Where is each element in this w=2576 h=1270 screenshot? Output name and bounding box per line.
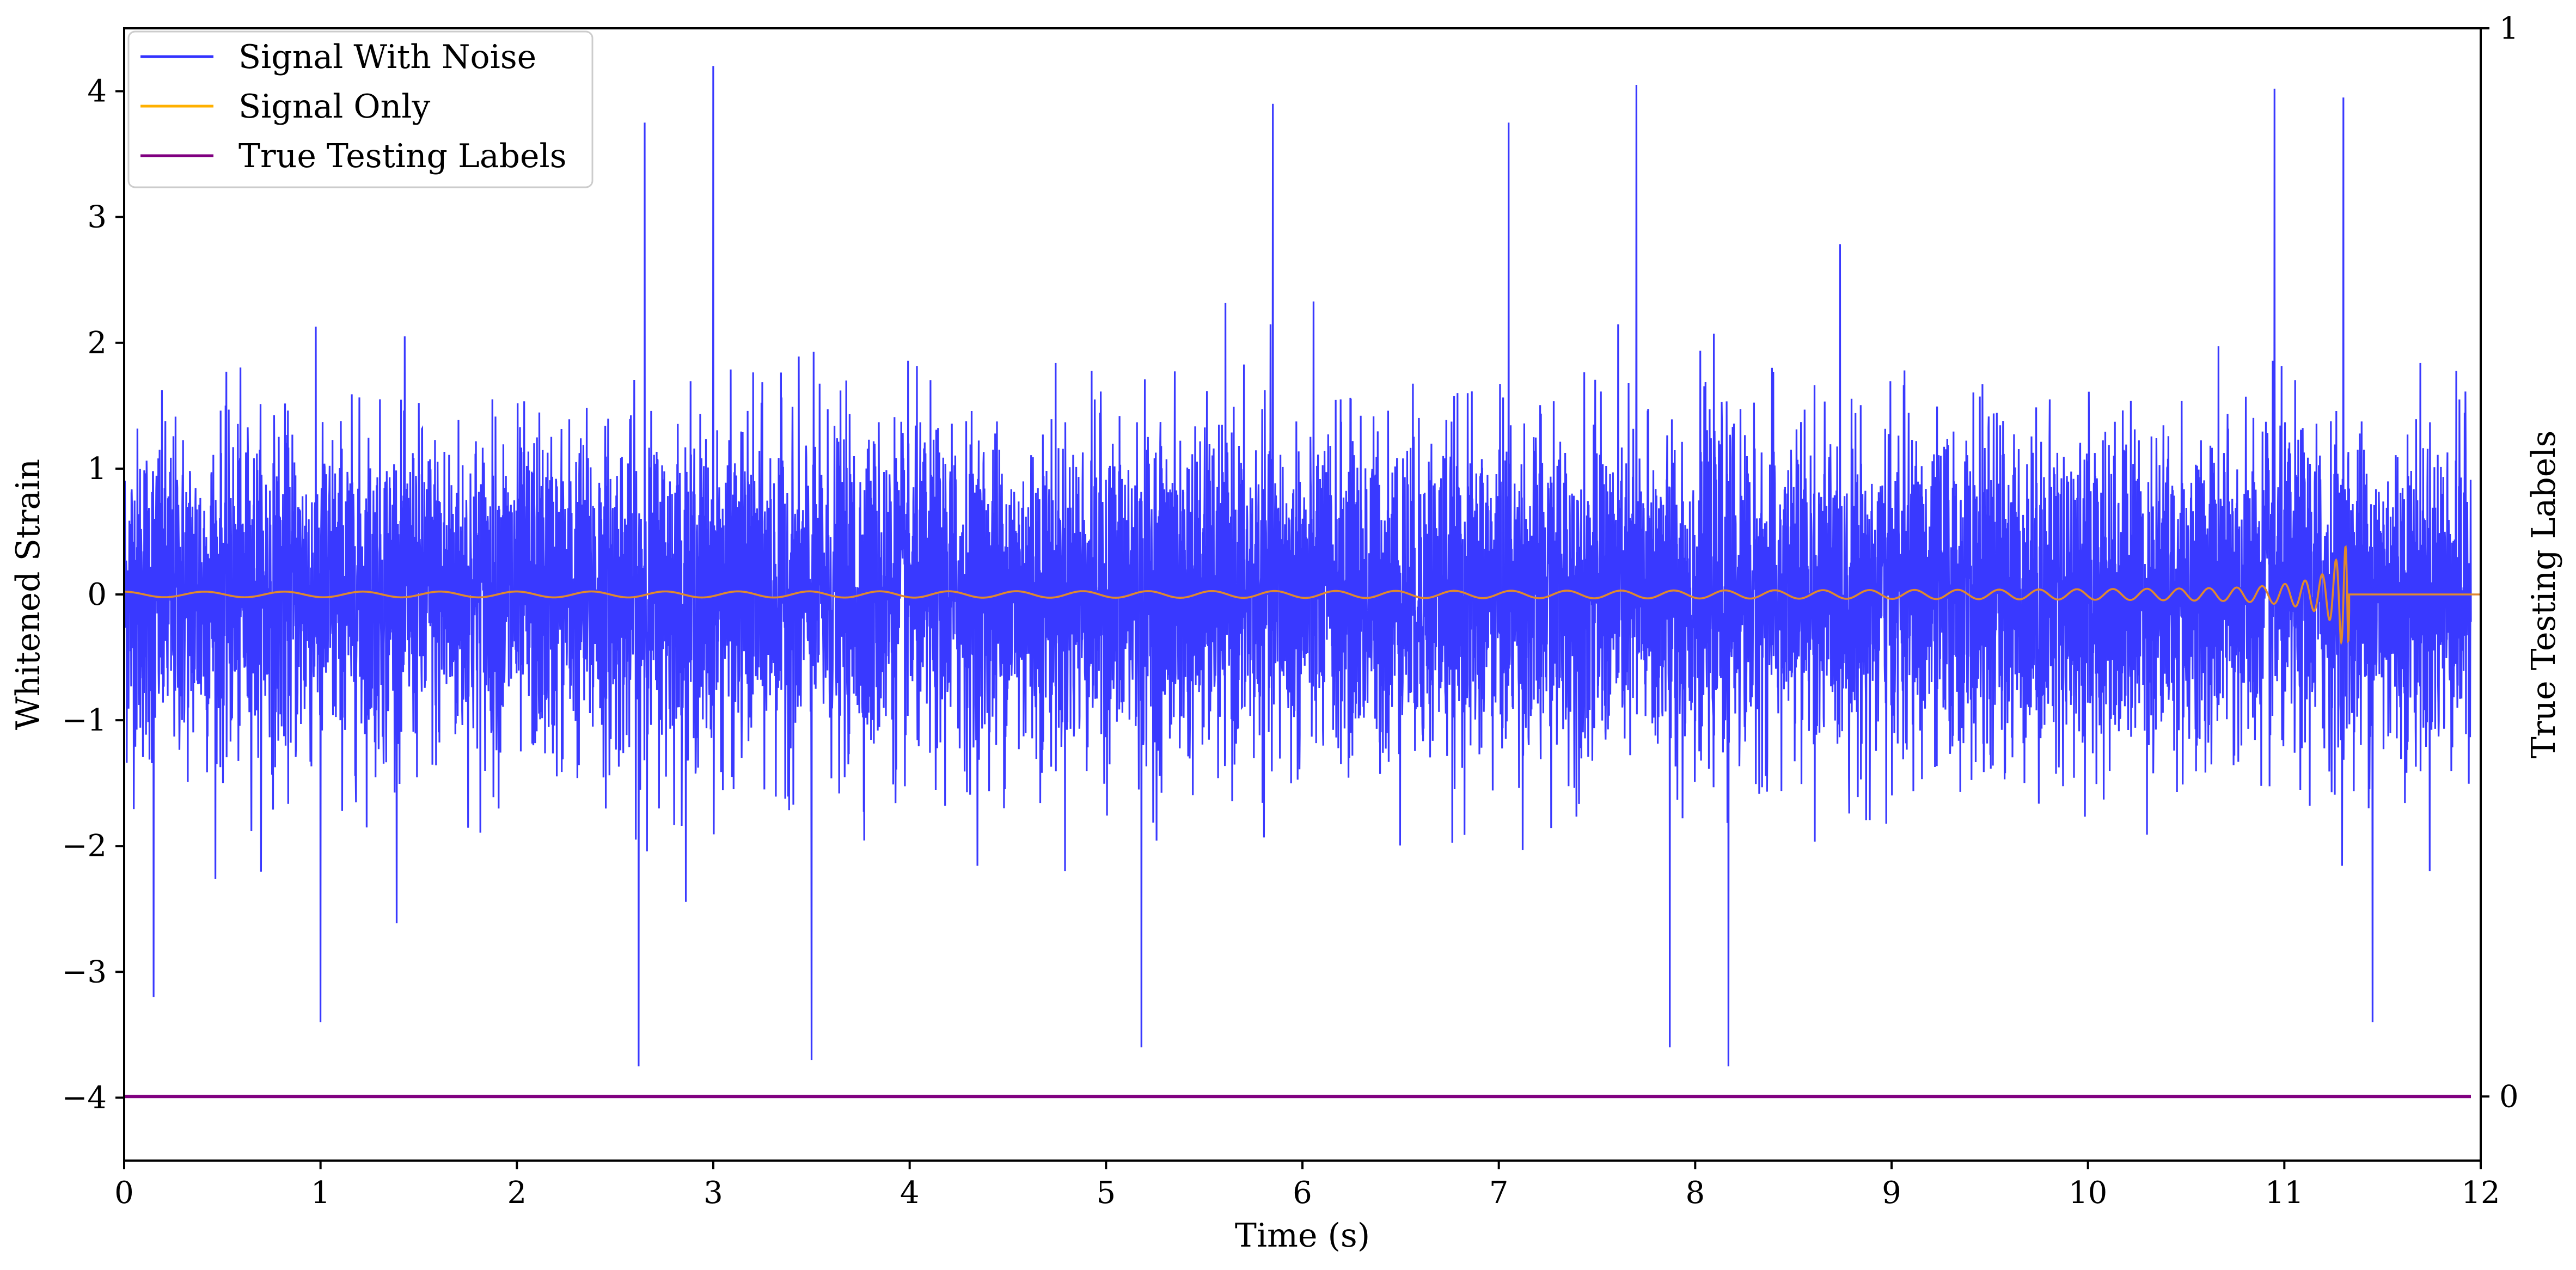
y-tick-label: −2 <box>62 829 107 864</box>
x-tick-label: 10 <box>2069 1175 2107 1211</box>
y-axis-label: Whitened Strain <box>9 459 47 730</box>
y-tick-label: −1 <box>62 703 107 738</box>
legend-label: Signal Only <box>238 88 430 126</box>
legend-box <box>127 30 593 188</box>
y-tick-label: 2 <box>87 326 107 361</box>
signal-only-line <box>124 545 2481 646</box>
x-tick-label: 11 <box>2265 1175 2304 1211</box>
signal-with-noise-series <box>124 66 2472 1066</box>
x-tick-label: 8 <box>1686 1175 1705 1211</box>
y2-tick-label: 1 <box>2499 11 2519 46</box>
x-tick-label: 4 <box>900 1175 920 1211</box>
y-axis-right: 01 <box>2481 11 2519 1114</box>
signal-only-series <box>124 545 2481 646</box>
y-tick-label: 3 <box>87 200 107 235</box>
x-tick-label: 2 <box>507 1175 527 1211</box>
x-tick-label: 12 <box>2461 1175 2500 1211</box>
y-axis-left: −4 −3 −2 −1 0 1 2 3 4 <box>62 74 124 1115</box>
y-tick-label: −3 <box>62 954 107 990</box>
x-tick-label: 3 <box>703 1175 723 1211</box>
x-tick-label: 7 <box>1489 1175 1509 1211</box>
x-tick-label: 0 <box>114 1175 134 1211</box>
x-axis-label: Time (s) <box>1235 1217 1370 1255</box>
y-tick-label: −4 <box>62 1080 107 1115</box>
legend-label: Signal With Noise <box>238 38 536 76</box>
y2-axis-label: True Testing Labels <box>2525 431 2563 759</box>
y2-tick-label: 0 <box>2499 1079 2519 1114</box>
y-tick-label: 0 <box>87 577 107 612</box>
y-tick-label: 1 <box>87 451 107 487</box>
legend-label: True Testing Labels <box>238 137 567 175</box>
y-tick-label: 4 <box>87 74 107 109</box>
signal-with-noise-line <box>124 66 2472 1066</box>
x-axis: 0 1 2 3 4 5 6 7 8 9 10 11 12 <box>114 1161 2500 1211</box>
x-tick-label: 5 <box>1097 1175 1116 1211</box>
x-tick-label: 1 <box>311 1175 331 1211</box>
x-tick-label: 9 <box>1882 1175 1901 1211</box>
legend: Signal With Noise Signal Only True Testing… <box>127 30 593 188</box>
x-tick-label: 6 <box>1293 1175 1312 1211</box>
